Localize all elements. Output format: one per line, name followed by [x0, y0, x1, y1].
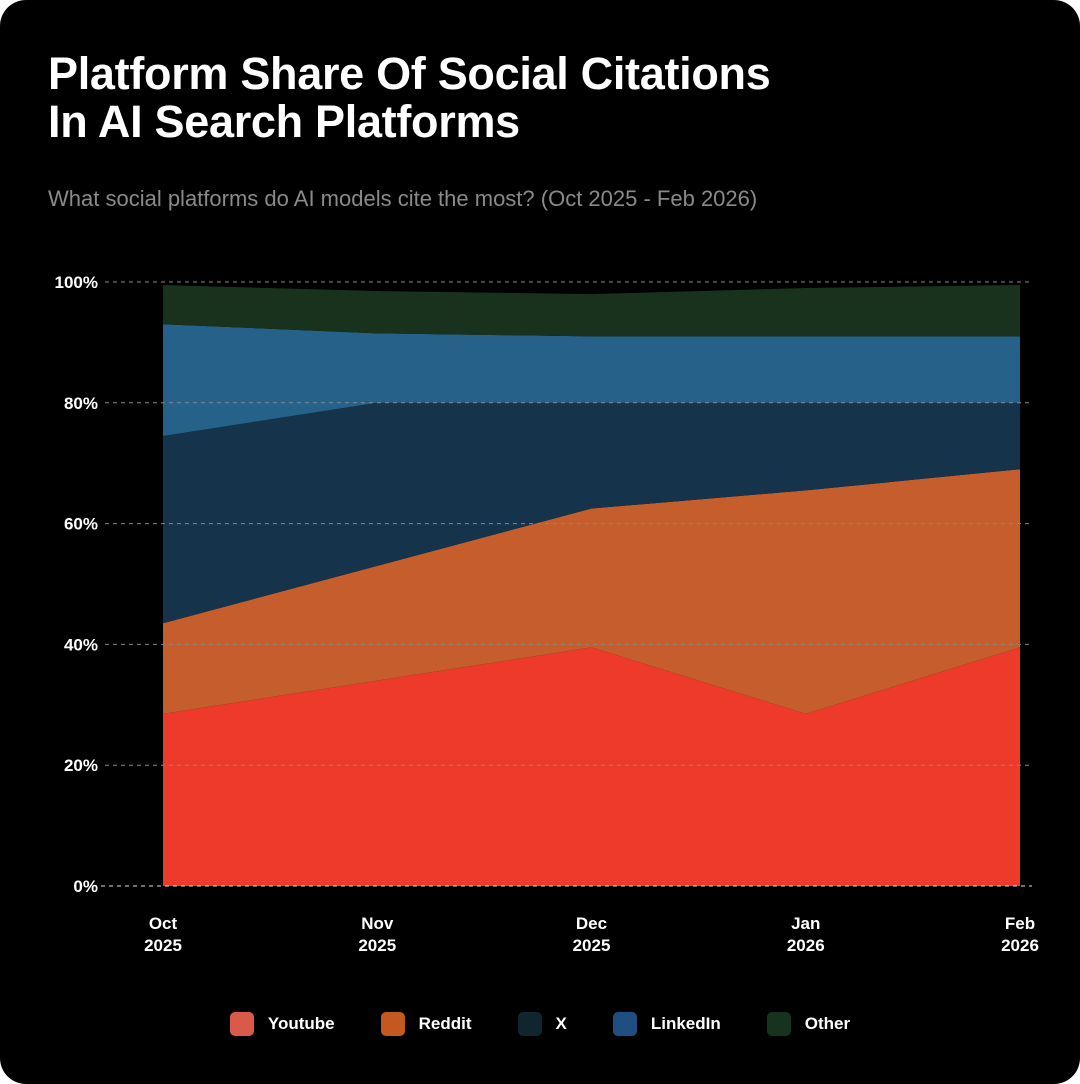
legend-swatch [612, 1012, 637, 1036]
legend-label: LinkedIn [650, 1014, 721, 1033]
y-tick-label: 80% [64, 394, 98, 413]
y-tick-label: 60% [64, 515, 98, 534]
y-tick-label: 40% [64, 635, 98, 654]
legend-swatch [380, 1012, 405, 1036]
x-tick-label: Dec [576, 914, 607, 933]
title-line-2: In AI Search Platforms [48, 96, 520, 147]
legend-item-x: X [517, 1012, 567, 1036]
y-tick-label: 20% [64, 756, 98, 775]
x-tick-label: Jan [791, 914, 820, 933]
legend-swatch [766, 1012, 791, 1036]
x-tick-label: 2026 [787, 936, 825, 955]
legend-swatch [517, 1012, 542, 1036]
area-youtube [163, 647, 1020, 886]
legend-item-linkedin: LinkedIn [612, 1012, 721, 1036]
chart-subtitle: What social platforms do AI models cite … [48, 186, 758, 211]
legend-item-youtube: Youtube [229, 1012, 335, 1036]
legend-swatch [229, 1012, 254, 1036]
legend-item-other: Other [766, 1012, 851, 1036]
legend-label: Youtube [267, 1014, 335, 1033]
chart-title: Platform Share Of Social Citations In AI… [48, 48, 771, 147]
x-tick-label: Feb [1005, 914, 1035, 933]
title-line-1: Platform Share Of Social Citations [48, 48, 771, 99]
x-tick-label: Nov [361, 914, 394, 933]
legend-label: Other [804, 1014, 851, 1033]
area-x [163, 402, 1020, 624]
x-tick-label: Oct [149, 914, 178, 933]
legend-label: Reddit [418, 1014, 472, 1033]
legend-label: X [555, 1014, 567, 1033]
y-tick-label: 100% [55, 273, 98, 292]
x-tick-label: 2026 [1001, 936, 1039, 955]
x-tick-label: 2025 [573, 936, 611, 955]
x-tick-label: 2025 [358, 936, 396, 955]
area-other [163, 285, 1020, 337]
legend: Youtube Reddit X LinkedIn Other [0, 1012, 1080, 1036]
legend-item-reddit: Reddit [380, 1012, 472, 1036]
area-linkedin [163, 324, 1020, 437]
y-tick-label: 0% [73, 877, 98, 896]
stacked-area-chart: 0% 20% 40% 60% 80% 100% Oct 2025 Nov 2025 Dec 2025 J… [55, 273, 1039, 955]
x-tick-label: 2025 [144, 936, 182, 955]
area-reddit [163, 469, 1020, 714]
